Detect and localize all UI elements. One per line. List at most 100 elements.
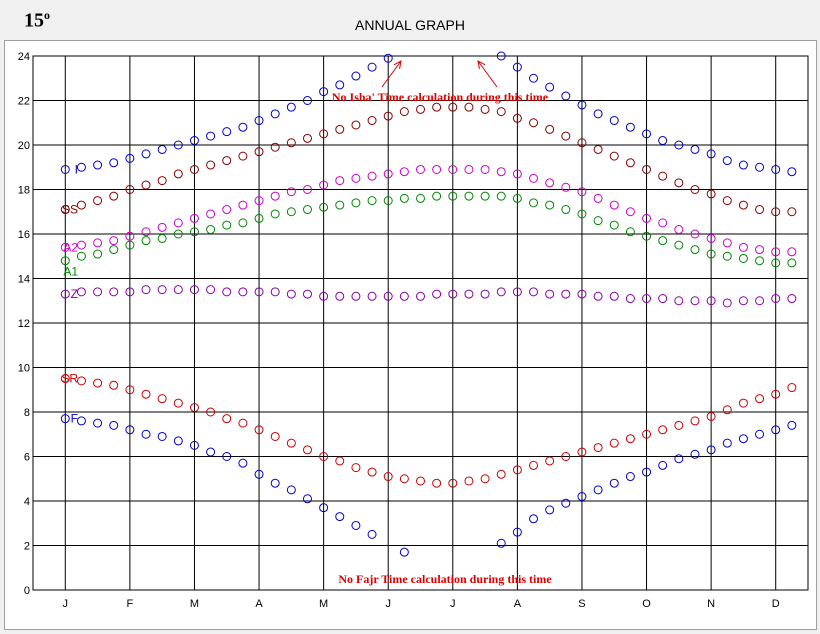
data-point-sr bbox=[270, 431, 280, 441]
data-point-ss bbox=[319, 129, 329, 139]
data-point-f bbox=[512, 527, 522, 537]
data-point-a2 bbox=[771, 247, 781, 257]
data-point-a2 bbox=[399, 167, 409, 177]
data-point-ss bbox=[561, 131, 571, 141]
data-point-i bbox=[302, 96, 312, 105]
data-point-i bbox=[141, 149, 151, 159]
data-point-f bbox=[302, 494, 312, 504]
data-point-ss bbox=[738, 200, 748, 210]
data-point-a2 bbox=[561, 182, 571, 192]
data-point-f bbox=[93, 418, 103, 428]
data-point-a2 bbox=[189, 213, 199, 223]
data-point-z bbox=[286, 289, 296, 299]
data-point-a2 bbox=[286, 187, 296, 197]
data-point-a2 bbox=[738, 242, 748, 252]
data-point-a1 bbox=[480, 191, 490, 201]
data-point-ss bbox=[351, 120, 361, 130]
data-point-a2 bbox=[335, 176, 345, 186]
data-point-a1 bbox=[173, 229, 183, 239]
degree-symbol: o bbox=[44, 8, 50, 22]
data-point-z bbox=[351, 291, 361, 301]
data-point-z bbox=[399, 291, 409, 301]
data-point-f bbox=[238, 458, 248, 468]
data-point-z bbox=[222, 287, 232, 297]
data-point-a1 bbox=[771, 258, 781, 268]
data-point-a1 bbox=[561, 205, 571, 215]
data-point-z bbox=[529, 287, 539, 297]
chart-panel: 0 2 4 6 8 10 12 14 16 18 20 22 24 J F M A M J J A S O N D I SS A2 A1… bbox=[4, 40, 817, 630]
data-point-i bbox=[109, 158, 119, 168]
data-point-a1 bbox=[432, 191, 442, 201]
data-point-z bbox=[206, 285, 216, 295]
data-point-a2 bbox=[480, 164, 490, 174]
data-point-i bbox=[93, 160, 103, 170]
data-point-a2 bbox=[254, 196, 264, 206]
y-tick-label: 16 bbox=[18, 229, 30, 241]
data-point-i bbox=[383, 53, 393, 63]
data-point-sr bbox=[706, 411, 716, 421]
data-point-a1 bbox=[109, 245, 119, 255]
data-point-z bbox=[642, 294, 652, 304]
data-point-sr bbox=[480, 474, 490, 484]
data-point-i bbox=[189, 136, 199, 146]
data-point-i bbox=[674, 140, 684, 150]
page-title: ANNUAL GRAPH bbox=[355, 17, 465, 33]
data-point-a2 bbox=[577, 187, 587, 197]
y-tick-label: 6 bbox=[24, 452, 30, 464]
data-point-i bbox=[512, 62, 522, 72]
data-point-f bbox=[593, 485, 603, 495]
data-point-ss bbox=[755, 205, 765, 215]
data-point-ss bbox=[206, 160, 216, 170]
data-point-sr bbox=[658, 425, 668, 435]
data-point-z bbox=[755, 296, 765, 306]
data-point-sr bbox=[238, 418, 248, 428]
data-point-z bbox=[722, 298, 732, 308]
data-point-z bbox=[319, 291, 329, 301]
data-point-a2 bbox=[755, 245, 765, 255]
fajr-annotation: No Fajr Time calculation during this tim… bbox=[338, 572, 552, 586]
x-tick-label: O bbox=[642, 598, 651, 610]
data-point-sr bbox=[771, 389, 781, 399]
data-point-z bbox=[609, 291, 619, 301]
data-point-f bbox=[771, 425, 781, 435]
data-point-sr bbox=[60, 374, 70, 384]
data-point-a2 bbox=[383, 169, 393, 179]
data-point-z bbox=[109, 287, 119, 297]
data-point-z bbox=[189, 285, 199, 295]
data-point-i bbox=[771, 164, 781, 174]
data-point-sr bbox=[738, 398, 748, 408]
data-point-z bbox=[787, 294, 797, 304]
data-point-i bbox=[722, 156, 732, 166]
data-point-sr bbox=[512, 465, 522, 475]
data-point-i bbox=[529, 73, 539, 83]
data-point-i bbox=[496, 51, 506, 61]
data-point-a1 bbox=[399, 193, 409, 203]
data-point-f bbox=[125, 425, 135, 435]
data-point-ss bbox=[545, 124, 555, 134]
data-point-ss bbox=[270, 142, 280, 152]
data-point-a2 bbox=[642, 213, 652, 223]
data-point-a1 bbox=[545, 200, 555, 210]
data-point-f bbox=[609, 478, 619, 488]
data-point-a2 bbox=[593, 193, 603, 203]
data-point-f bbox=[319, 503, 329, 513]
data-point-sr bbox=[335, 456, 345, 466]
data-point-a1 bbox=[577, 209, 587, 219]
data-point-f bbox=[206, 447, 216, 457]
data-point-z bbox=[157, 285, 167, 295]
data-point-a1 bbox=[464, 191, 474, 201]
data-point-ss bbox=[480, 104, 490, 114]
data-point-f bbox=[755, 429, 765, 439]
isha-arrow-left-shaft bbox=[381, 60, 402, 88]
data-point-a1 bbox=[609, 220, 619, 230]
data-point-ss bbox=[125, 185, 135, 194]
data-point-ss bbox=[302, 133, 312, 143]
data-point-z bbox=[561, 289, 571, 299]
y-tick-label: 18 bbox=[18, 185, 30, 197]
data-point-a2 bbox=[690, 229, 700, 239]
data-point-f bbox=[367, 529, 377, 539]
data-point-sr bbox=[319, 452, 329, 461]
data-point-sr bbox=[302, 445, 312, 455]
data-point-ss bbox=[464, 102, 474, 112]
data-point-f bbox=[625, 472, 635, 482]
